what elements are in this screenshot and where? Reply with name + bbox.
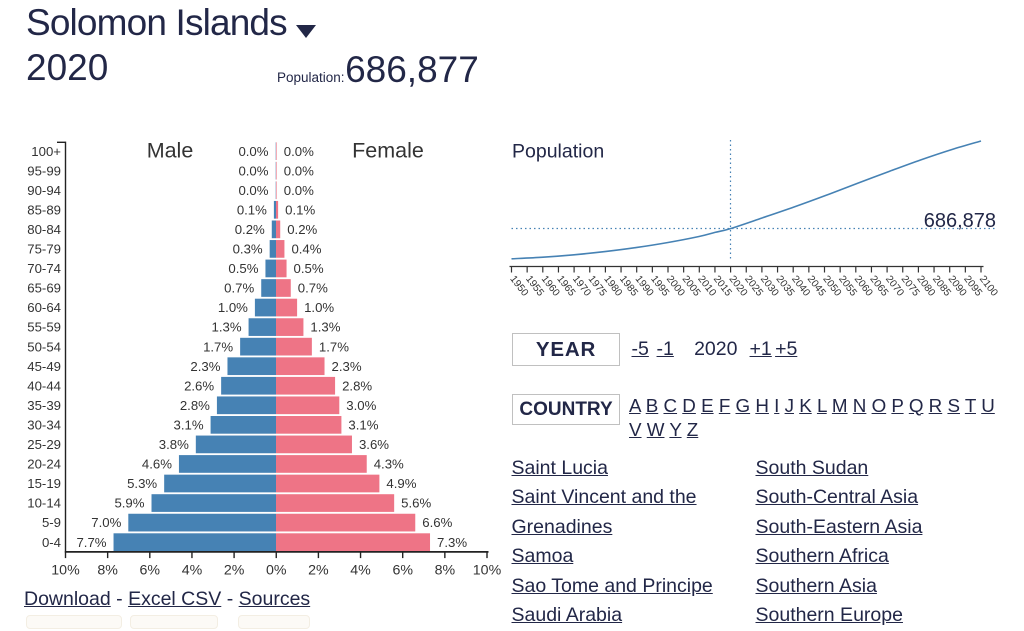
svg-text:1.0%: 1.0% [304, 300, 334, 315]
svg-text:0.7%: 0.7% [224, 281, 254, 296]
svg-text:1.0%: 1.0% [218, 300, 248, 315]
svg-text:10%: 10% [51, 563, 80, 579]
svg-text:7.0%: 7.0% [91, 515, 121, 530]
svg-text:0%: 0% [266, 563, 287, 579]
svg-text:20-24: 20-24 [27, 457, 61, 472]
svg-text:2.8%: 2.8% [180, 398, 210, 413]
svg-text:Population: Population [512, 141, 604, 163]
svg-text:7.7%: 7.7% [76, 535, 106, 550]
svg-text:4%: 4% [182, 563, 203, 579]
svg-text:8%: 8% [97, 563, 118, 579]
svg-text:55-59: 55-59 [27, 320, 61, 335]
svg-text:75-79: 75-79 [27, 242, 61, 257]
svg-text:0.7%: 0.7% [298, 281, 328, 296]
svg-text:6%: 6% [392, 563, 413, 579]
svg-text:1.7%: 1.7% [319, 339, 349, 354]
svg-text:3.1%: 3.1% [174, 417, 204, 432]
svg-text:60-64: 60-64 [27, 300, 61, 315]
svg-text:15-19: 15-19 [27, 476, 61, 491]
svg-text:0.1%: 0.1% [237, 202, 267, 217]
svg-text:2%: 2% [308, 563, 329, 579]
svg-text:95-99: 95-99 [27, 163, 61, 178]
svg-text:10%: 10% [473, 563, 502, 579]
svg-text:Female: Female [352, 139, 424, 163]
svg-text:3.6%: 3.6% [359, 437, 389, 452]
svg-text:30-34: 30-34 [27, 417, 61, 432]
svg-text:1.3%: 1.3% [212, 320, 242, 335]
svg-text:0.0%: 0.0% [284, 183, 314, 198]
svg-text:8%: 8% [435, 563, 456, 579]
svg-text:0.5%: 0.5% [294, 261, 324, 276]
svg-text:40-44: 40-44 [27, 378, 61, 393]
svg-text:0.4%: 0.4% [291, 242, 321, 257]
svg-text:2.3%: 2.3% [332, 359, 362, 374]
svg-text:5.3%: 5.3% [127, 476, 157, 491]
svg-text:3.0%: 3.0% [346, 398, 376, 413]
svg-text:5.6%: 5.6% [401, 496, 431, 511]
svg-text:5-9: 5-9 [42, 515, 61, 530]
svg-text:0.3%: 0.3% [233, 242, 263, 257]
svg-text:0.0%: 0.0% [238, 144, 268, 159]
svg-text:2%: 2% [224, 563, 245, 579]
svg-text:3.1%: 3.1% [348, 417, 378, 432]
svg-text:0.1%: 0.1% [285, 202, 315, 217]
svg-text:4.9%: 4.9% [386, 476, 416, 491]
svg-text:1.7%: 1.7% [203, 339, 233, 354]
svg-text:4.3%: 4.3% [374, 457, 404, 472]
svg-text:4.6%: 4.6% [142, 457, 172, 472]
svg-text:45-49: 45-49 [27, 359, 61, 374]
svg-text:50-54: 50-54 [27, 339, 61, 354]
svg-text:80-84: 80-84 [27, 222, 61, 237]
svg-text:35-39: 35-39 [27, 398, 61, 413]
svg-text:686,878: 686,878 [924, 210, 996, 232]
svg-text:0.2%: 0.2% [235, 222, 265, 237]
svg-text:0.0%: 0.0% [284, 163, 314, 178]
svg-text:2.8%: 2.8% [342, 378, 372, 393]
svg-text:0.0%: 0.0% [238, 183, 268, 198]
svg-text:Male: Male [147, 139, 194, 163]
svg-text:70-74: 70-74 [27, 261, 61, 276]
svg-text:7.3%: 7.3% [437, 535, 467, 550]
svg-text:5.9%: 5.9% [114, 496, 144, 511]
svg-text:6.6%: 6.6% [422, 515, 452, 530]
svg-text:10-14: 10-14 [27, 496, 61, 511]
svg-text:2.6%: 2.6% [184, 378, 214, 393]
svg-text:85-89: 85-89 [27, 202, 61, 217]
svg-text:0-4: 0-4 [42, 535, 61, 550]
svg-text:6%: 6% [140, 563, 161, 579]
svg-text:0.0%: 0.0% [284, 144, 314, 159]
svg-text:0.5%: 0.5% [228, 261, 258, 276]
svg-text:25-29: 25-29 [27, 437, 61, 452]
svg-text:100+: 100+ [31, 144, 61, 159]
svg-text:65-69: 65-69 [27, 281, 61, 296]
svg-text:3.8%: 3.8% [159, 437, 189, 452]
svg-text:1.3%: 1.3% [310, 320, 340, 335]
svg-text:90-94: 90-94 [27, 183, 61, 198]
svg-text:4%: 4% [350, 563, 371, 579]
svg-text:0.2%: 0.2% [287, 222, 317, 237]
svg-text:0.0%: 0.0% [238, 163, 268, 178]
svg-text:2.3%: 2.3% [190, 359, 220, 374]
